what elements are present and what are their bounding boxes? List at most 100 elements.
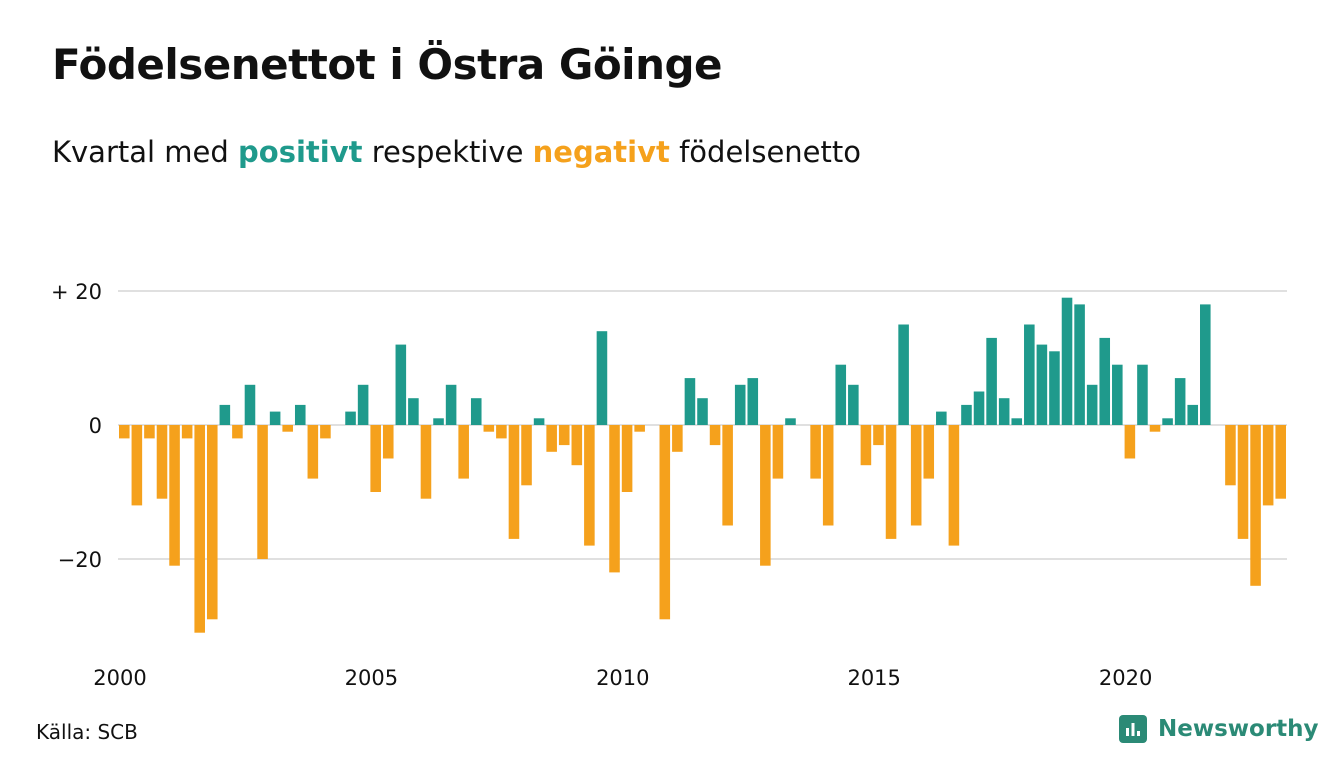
bar (584, 425, 595, 546)
bar (345, 411, 356, 425)
bar (282, 425, 293, 432)
newsworthy-logo-icon (1119, 715, 1147, 743)
bar (119, 425, 130, 439)
bar (169, 425, 180, 566)
x-tick-label: 2000 (93, 666, 146, 690)
bar (533, 418, 545, 425)
bar (621, 425, 633, 492)
x-tick-label: 2005 (345, 666, 398, 690)
bar (898, 324, 909, 425)
bar (1200, 304, 1211, 425)
bar (609, 425, 620, 573)
y-tick-label: 0 (89, 414, 102, 438)
bar (772, 425, 784, 479)
bar (822, 425, 834, 526)
bar (923, 425, 935, 479)
x-tick-label: 2020 (1099, 666, 1152, 690)
bar (382, 425, 394, 459)
bar (1049, 351, 1060, 425)
bar-chart: + 20 0 −20 2000 2005 2010 2015 2020 (51, 280, 1287, 690)
bar (269, 411, 281, 425)
bar (810, 425, 821, 479)
bar (1036, 344, 1048, 425)
bar (232, 425, 243, 439)
bar (1225, 425, 1236, 486)
bar (596, 331, 608, 425)
bar (458, 425, 469, 479)
brand-logo: Newsworthy (1118, 714, 1319, 744)
bar (760, 425, 771, 566)
source-note: Källa: SCB (36, 720, 138, 744)
bar (1237, 425, 1249, 539)
bar (1149, 425, 1161, 432)
bar (659, 425, 671, 620)
bar (370, 425, 381, 492)
bar (910, 425, 922, 526)
chart-title: Födelsenettot i Östra Göinge (52, 40, 723, 89)
subtitle-positive-word: positivt (238, 135, 363, 169)
bar (1275, 425, 1286, 499)
bar (961, 404, 972, 425)
bar (835, 364, 847, 425)
bar (1074, 304, 1085, 425)
bar (408, 398, 419, 425)
bar (181, 425, 193, 439)
bar (558, 425, 570, 446)
bar (546, 425, 557, 452)
bar (848, 384, 859, 425)
bar (470, 398, 482, 425)
bar (1137, 364, 1148, 425)
bar (697, 398, 708, 425)
bar (206, 425, 218, 620)
bar (1061, 297, 1073, 425)
subtitle-suffix: födelsenetto (679, 135, 861, 169)
bar (131, 425, 143, 506)
bar (1011, 418, 1023, 425)
bar (571, 425, 583, 466)
bar (998, 398, 1010, 425)
bar (722, 425, 733, 526)
bar (244, 384, 256, 425)
bar (747, 378, 759, 425)
chart-subtitle: Kvartal med positivt respektive negativt… (52, 135, 861, 169)
bar (445, 384, 457, 425)
bar (1262, 425, 1274, 506)
bar (320, 425, 331, 439)
bar (1024, 324, 1035, 425)
bar (684, 378, 696, 425)
bar (734, 384, 746, 425)
bar (1187, 404, 1199, 425)
bar (257, 425, 268, 559)
bar (508, 425, 520, 539)
brand-name: Newsworthy (1158, 716, 1319, 742)
bar (420, 425, 432, 499)
bar (936, 411, 947, 425)
bar (496, 425, 507, 439)
bar (483, 425, 495, 432)
bar (219, 404, 231, 425)
y-tick-label: −20 (58, 548, 102, 572)
bar (357, 384, 369, 425)
bar (1162, 418, 1173, 425)
bar (307, 425, 319, 479)
bar (194, 425, 205, 633)
bar (709, 425, 721, 446)
bar (1124, 425, 1136, 459)
subtitle-prefix: Kvartal med (52, 135, 229, 169)
bar (873, 425, 884, 446)
bar (1086, 384, 1098, 425)
bar (294, 404, 306, 425)
bar (144, 425, 155, 439)
bar (433, 418, 444, 425)
bar (785, 418, 796, 425)
bar (395, 344, 407, 425)
x-tick-label: 2010 (596, 666, 649, 690)
x-tick-label: 2015 (847, 666, 900, 690)
subtitle-negative-word: negativt (532, 135, 670, 169)
bar (885, 425, 897, 539)
bar (860, 425, 872, 466)
bar (634, 425, 645, 432)
bar (521, 425, 532, 486)
bar (156, 425, 168, 499)
bar (1174, 378, 1186, 425)
